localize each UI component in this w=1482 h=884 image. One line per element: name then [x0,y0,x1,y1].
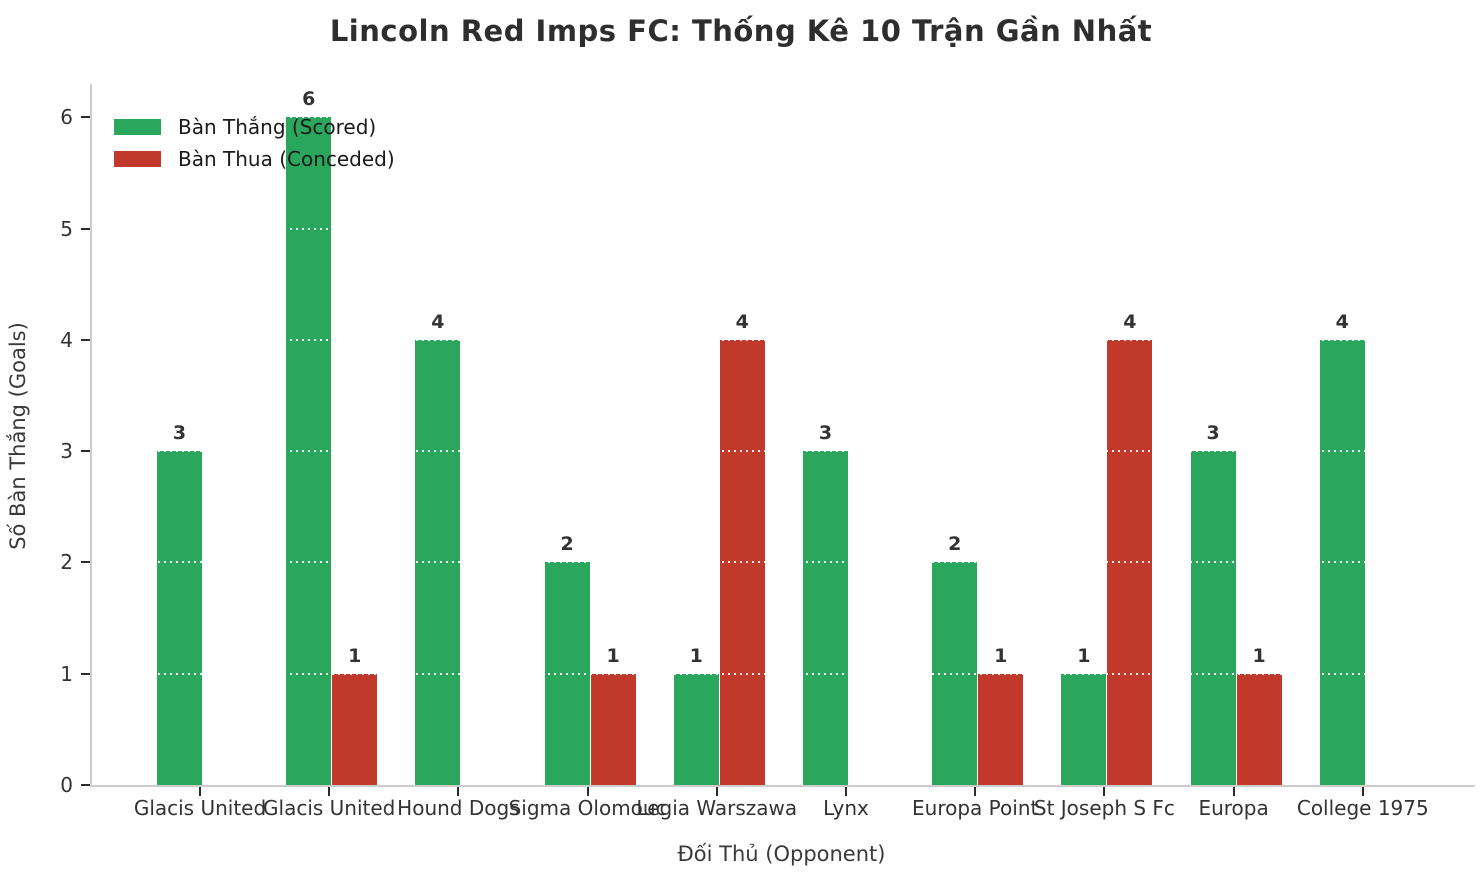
bar-value-label: 3 [172,422,187,445]
y-tick-mark [81,338,90,341]
x-tick-mark [586,787,589,796]
x-tick-mark [199,787,201,796]
bar-scored [1319,339,1365,785]
x-tick-mark [715,787,718,796]
x-tick-label: Legia Warszawa [636,796,798,820]
y-tick-mark [81,227,90,230]
bar-value-label: 2 [948,533,962,556]
y-tick-mark [81,672,90,675]
legend: Bàn Thắng (Scored) Bàn Thua (Conceded) [114,111,395,175]
y-tick-mark [81,116,90,119]
legend-label-conceded: Bàn Thua (Conceded) [178,147,395,171]
y-tick-label: 6 [60,105,73,130]
y-tick-mark [81,450,90,453]
x-tick-label: College 1975 [1296,796,1429,820]
bar-value-label: 1 [348,644,362,667]
bar-value-label: 4 [431,310,445,333]
bar-value-label: 6 [302,88,316,111]
x-tick-mark [1232,787,1235,796]
bar-scored [673,673,719,785]
x-tick-mark [1103,787,1106,796]
y-tick-label: 5 [60,216,73,241]
y-tick-mark [81,561,90,564]
y-tick-label: 2 [60,550,73,575]
x-tick-label: Sigma Olomouc [508,796,667,820]
x-axis-title: Đối Thủ (Opponent) [677,842,886,866]
bar-value-label: 1 [689,644,703,667]
bar-scored [157,451,202,785]
x-tick-mark [1361,787,1364,796]
y-tick-label: 4 [60,327,73,352]
x-tick-label: Europa Point [912,796,1039,820]
bar-scored [544,562,590,785]
bar-conceded [719,339,765,785]
legend-item-conceded: Bàn Thua (Conceded) [114,143,395,175]
bar-conceded [978,673,1024,785]
bar-conceded [590,673,636,785]
x-tick-label: Europa [1198,796,1269,820]
x-tick-mark [845,787,847,796]
x-tick-label: Glacis United [263,796,396,820]
bar-value-label: 2 [560,533,574,556]
bar-conceded [1236,673,1282,785]
legend-label-scored: Bàn Thắng (Scored) [178,115,377,139]
x-tick-label: Glacis United [133,796,267,820]
bar-scored [415,339,461,785]
bar-scored [932,562,978,785]
y-tick-label: 3 [60,439,73,464]
bar-value-label: 4 [1123,310,1137,333]
y-tick-mark [81,784,90,786]
chart-title: Lincoln Red Imps FC: Thống Kê 10 Trận Gầ… [329,14,1153,48]
legend-item-scored: Bàn Thắng (Scored) [114,111,395,143]
bar-value-label: 3 [1206,422,1220,445]
bar-value-label: 3 [818,422,833,445]
bar-conceded [332,673,378,785]
bar-scored [286,117,332,785]
bar-value-label: 1 [606,644,620,667]
y-tick-label: 1 [60,661,73,686]
bar-value-label: 1 [1252,644,1266,667]
conceded-swatch-icon [114,151,161,167]
bar-value-label: 4 [735,310,749,333]
x-tick-mark [457,787,460,796]
bar-scored [803,451,848,785]
x-tick-mark [974,787,977,796]
plot-area: Bàn Thắng (Scored) Bàn Thua (Conceded) 3… [90,84,1475,787]
bar-value-label: 1 [1077,644,1091,667]
scored-swatch-icon [114,119,161,135]
bar-scored [1061,673,1107,785]
x-tick-mark [328,787,331,796]
x-tick-label: Lynx [823,796,869,820]
bar-value-label: 1 [994,644,1008,667]
y-tick-label: 0 [60,773,73,797]
bar-conceded [1107,339,1153,785]
x-tick-label: Hound Dogs [397,796,520,820]
bar-scored [1190,451,1236,785]
bar-value-label: 4 [1335,310,1349,333]
x-tick-label: St Joseph S Fc [1033,796,1175,820]
